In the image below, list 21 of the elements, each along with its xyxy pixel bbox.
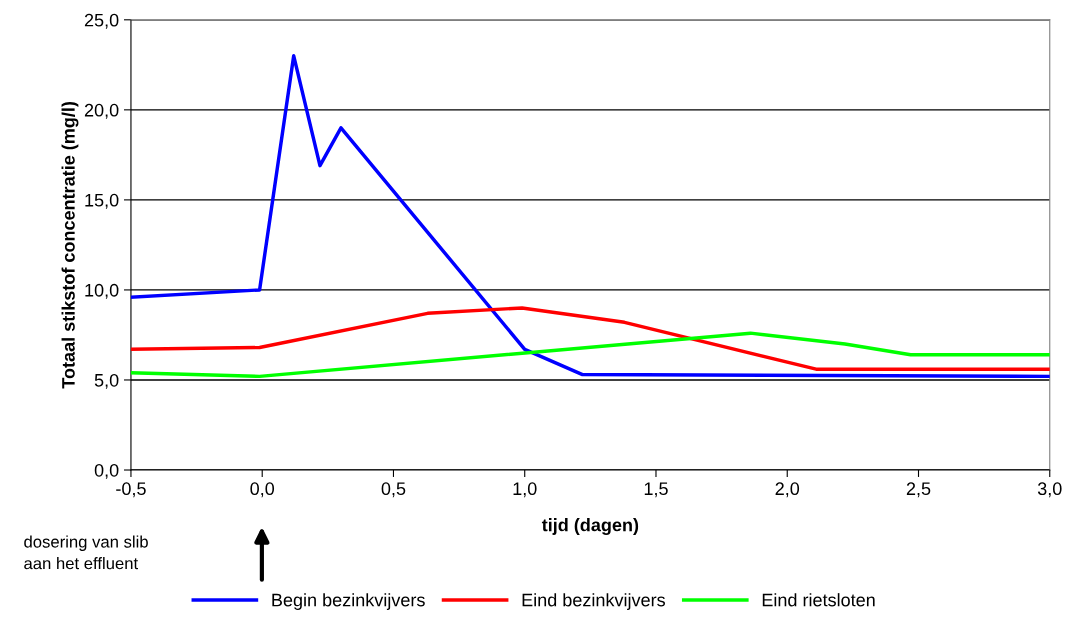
y-tick-label: 0,0 [94, 463, 119, 479]
line-series [130, 306, 1050, 371]
x-tick-label: 0,5 [381, 482, 406, 498]
x-tick-label: 3,0 [1037, 482, 1062, 498]
x-tick-label: -0,5 [116, 482, 146, 498]
y-tick-label: 15,0 [85, 193, 119, 209]
y-tick-label: 10,0 [85, 283, 119, 299]
x-tick-label: 1,5 [644, 482, 668, 498]
x-tick-label: 2,5 [906, 482, 931, 498]
x-tick-label: 1,0 [513, 482, 537, 498]
y-tick-label: 25,0 [84, 13, 119, 29]
x-axis-title: tijd (dagen) [541, 518, 639, 535]
x-tick-label: 0,0 [250, 482, 275, 498]
legend-label: Begin bezinkvijvers [272, 593, 425, 610]
y-axis-title: Totaal stikstof concentratie (mg/l) [61, 101, 79, 389]
legend-label: Eind bezinkvijvers [522, 593, 665, 610]
y-tick-label: 5,0 [94, 373, 119, 389]
x-tick-label: 2,0 [775, 482, 800, 498]
legend-label: Eind rietsloten [762, 593, 875, 607]
text: dosering van slib aan het effluent [24, 535, 148, 570]
y-tick-label: 20,0 [84, 103, 119, 119]
